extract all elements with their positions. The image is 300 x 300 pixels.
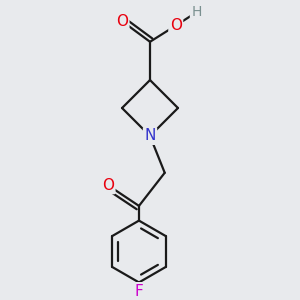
Text: O: O	[116, 14, 128, 29]
Text: O: O	[102, 178, 114, 193]
Text: F: F	[135, 284, 143, 299]
Text: N: N	[144, 128, 156, 143]
Text: H: H	[191, 5, 202, 19]
Text: O: O	[170, 18, 182, 33]
